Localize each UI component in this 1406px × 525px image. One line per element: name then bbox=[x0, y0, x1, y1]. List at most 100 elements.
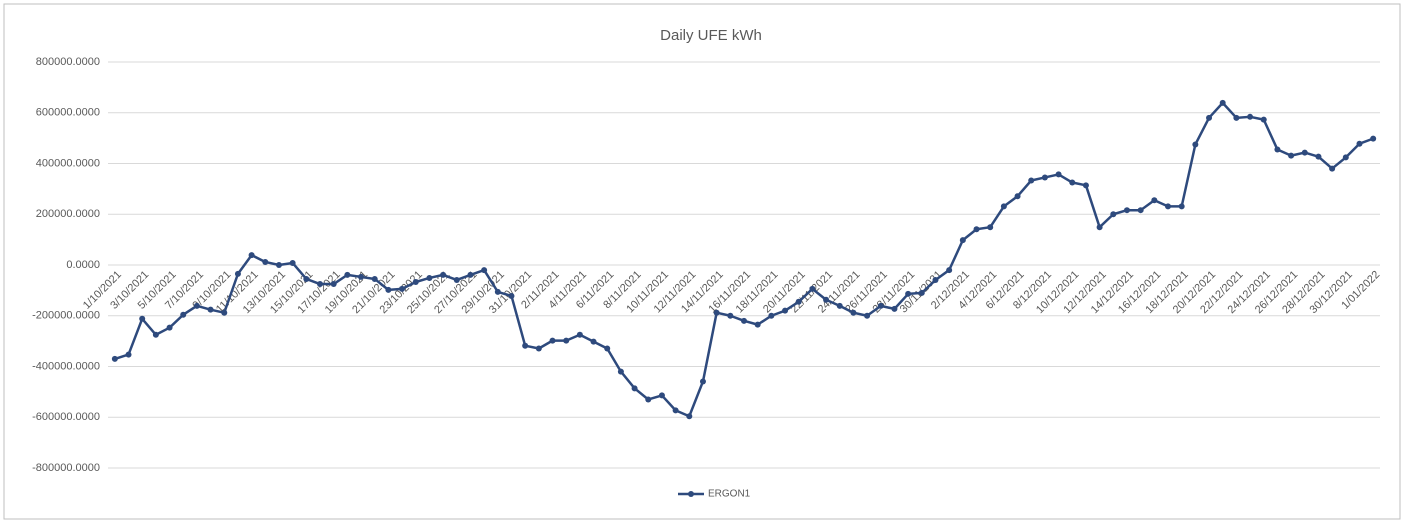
point bbox=[699, 378, 706, 385]
legend-marker bbox=[688, 491, 694, 497]
point bbox=[727, 312, 734, 319]
point bbox=[604, 345, 611, 352]
point bbox=[1219, 99, 1226, 106]
y-tick-label: 200000.0000 bbox=[36, 208, 100, 220]
point bbox=[672, 407, 679, 414]
y-tick-label: -200000.0000 bbox=[32, 310, 100, 322]
point bbox=[248, 252, 255, 259]
point bbox=[344, 271, 351, 278]
point bbox=[576, 331, 583, 338]
point bbox=[317, 281, 323, 288]
point bbox=[207, 306, 214, 313]
point bbox=[1000, 203, 1007, 210]
point bbox=[1315, 153, 1322, 160]
point bbox=[1014, 193, 1021, 200]
point bbox=[1274, 146, 1281, 153]
y-tick-label: -800000.0000 bbox=[32, 462, 100, 474]
point bbox=[152, 331, 159, 338]
point bbox=[193, 302, 200, 309]
point bbox=[166, 324, 173, 331]
y-tick-label: 0.0000 bbox=[66, 259, 100, 271]
point bbox=[385, 286, 392, 293]
point bbox=[850, 309, 857, 316]
point bbox=[795, 298, 802, 305]
point bbox=[959, 237, 966, 244]
point bbox=[1178, 203, 1185, 210]
point bbox=[1342, 154, 1349, 161]
point bbox=[1233, 114, 1240, 121]
point bbox=[1301, 149, 1308, 156]
point bbox=[535, 345, 542, 352]
point bbox=[823, 296, 830, 303]
point bbox=[617, 368, 624, 375]
point bbox=[494, 288, 501, 295]
point bbox=[754, 321, 761, 328]
point bbox=[741, 317, 747, 324]
point bbox=[1137, 207, 1144, 214]
point bbox=[412, 279, 419, 286]
point bbox=[275, 262, 282, 268]
point bbox=[631, 385, 638, 392]
point bbox=[1165, 203, 1171, 210]
point bbox=[713, 309, 720, 316]
point bbox=[234, 270, 241, 277]
y-tick-label: -600000.0000 bbox=[32, 411, 100, 423]
point bbox=[563, 337, 570, 344]
point bbox=[932, 276, 939, 283]
point bbox=[289, 259, 296, 266]
point bbox=[508, 292, 515, 299]
point bbox=[1370, 135, 1377, 142]
point bbox=[905, 290, 912, 297]
point bbox=[1247, 113, 1254, 120]
point bbox=[877, 302, 884, 309]
point bbox=[1069, 179, 1076, 186]
point bbox=[590, 338, 597, 345]
chart-title: Daily UFE kWh bbox=[660, 27, 762, 44]
point bbox=[645, 396, 652, 403]
point bbox=[686, 413, 693, 420]
y-tick-label: 800000.0000 bbox=[36, 56, 100, 68]
point bbox=[1041, 174, 1048, 181]
point bbox=[262, 258, 269, 265]
point bbox=[358, 273, 365, 280]
point bbox=[1055, 171, 1062, 178]
point bbox=[836, 302, 843, 309]
y-tick-label: -400000.0000 bbox=[32, 360, 100, 372]
point bbox=[371, 275, 378, 282]
point bbox=[426, 274, 433, 281]
point bbox=[549, 337, 556, 344]
y-tick-label: 400000.0000 bbox=[36, 157, 100, 169]
point bbox=[658, 392, 665, 399]
point bbox=[987, 224, 994, 231]
point bbox=[139, 315, 146, 322]
point bbox=[918, 289, 925, 296]
point bbox=[111, 355, 118, 362]
point bbox=[522, 342, 529, 349]
point bbox=[1110, 211, 1117, 218]
y-tick-label: 600000.0000 bbox=[36, 107, 100, 119]
point bbox=[1028, 177, 1035, 184]
point bbox=[973, 226, 980, 233]
point bbox=[440, 271, 447, 278]
point bbox=[809, 285, 816, 292]
point bbox=[1096, 224, 1103, 231]
point bbox=[1356, 140, 1363, 147]
point bbox=[303, 275, 310, 282]
point bbox=[782, 307, 789, 314]
legend-label: ERGON1 bbox=[708, 489, 751, 500]
point bbox=[768, 312, 775, 319]
point bbox=[1260, 116, 1267, 123]
point bbox=[1206, 114, 1213, 121]
point bbox=[1123, 207, 1130, 214]
point bbox=[1329, 165, 1336, 172]
point bbox=[330, 281, 337, 288]
point bbox=[453, 276, 460, 283]
point bbox=[1082, 182, 1089, 189]
point bbox=[180, 311, 187, 318]
point bbox=[125, 351, 132, 358]
point bbox=[891, 305, 898, 312]
point bbox=[1151, 197, 1158, 204]
point bbox=[467, 271, 474, 278]
point bbox=[221, 309, 228, 316]
